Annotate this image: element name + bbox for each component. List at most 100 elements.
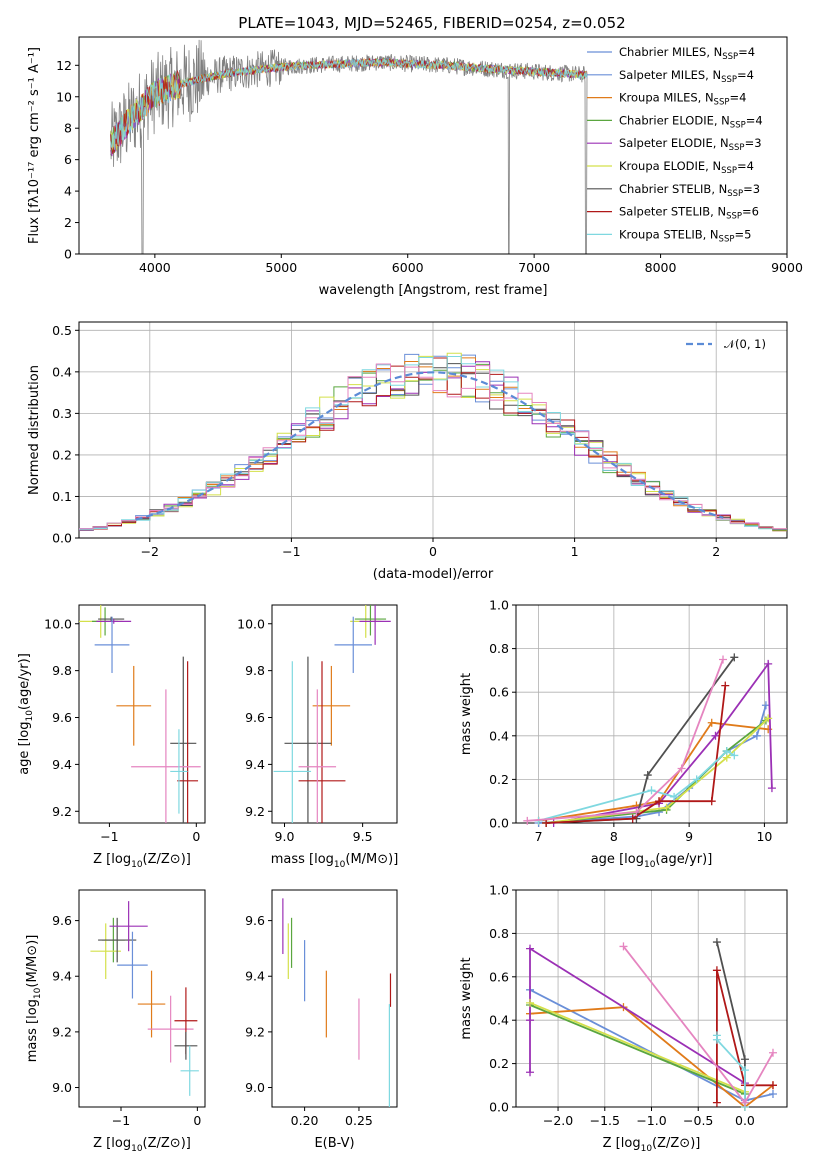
x-axis-label: age [log10(age/yr)] (591, 852, 713, 870)
y-tick-label: 12 (56, 58, 72, 73)
histogram-step-line (79, 356, 787, 531)
legend-entry: Chabrier MILES, NSSP=4 (619, 45, 755, 62)
weight-point-marker (721, 681, 730, 690)
y-tick-label: 0.6 (489, 969, 509, 984)
y-tick-label: 9.6 (52, 913, 72, 928)
histogram-step-line (79, 363, 787, 530)
y-tick-label: 0.1 (52, 489, 72, 504)
weight-series-line (529, 1004, 746, 1095)
y-tick-label: 0.4 (489, 728, 509, 743)
weight-point-marker (707, 718, 716, 727)
legend-entry: Salpeter STELIB, NSSP=6 (619, 205, 759, 222)
x-tick-label: 9.5 (353, 829, 373, 844)
x-tick-label: −0.5 (683, 1113, 713, 1128)
weight-series-line (546, 656, 736, 824)
weight-point-marker (670, 792, 679, 801)
y-tick-label: 9.8 (52, 663, 72, 678)
x-tick-label: 10 (756, 829, 772, 844)
y-axis-label: Normed distribution (27, 365, 42, 495)
weight-point-marker (619, 942, 628, 951)
weight-point-marker (662, 803, 671, 812)
y-tick-label: 0.6 (489, 685, 509, 700)
x-tick-label: 0.20 (291, 1113, 319, 1128)
weight-vs-age-panel: 7 8 9 10 0.0 0.2 0.4 0.6 0.8 1.0 age [log10(age/yr… (459, 598, 788, 870)
spectrum-panel: 4000 5000 6000 7000 8000 9000 0 2 4 6 8 10 12 wavelen… (27, 36, 803, 298)
y-tick-label: 0.8 (489, 641, 509, 656)
y-tick-label: 0.0 (489, 816, 509, 831)
x-tick-label: 9.0 (275, 829, 295, 844)
x-tick-label: 0 (192, 829, 200, 844)
weight-point-marker (628, 814, 637, 823)
y-tick-label: 9.6 (52, 710, 72, 725)
weight-point-marker (647, 786, 656, 795)
age-vs-metallicity-panel: −1 0 9.2 9.4 9.6 9.8 10.0 Z [log10(Z/Z⊙)] age [l… (17, 604, 206, 870)
x-axis-label: Z [log10(Z/Z⊙)] (603, 1136, 701, 1154)
y-tick-label: 9.6 (245, 710, 265, 725)
x-axis-label: Z [log10(Z/Z⊙)] (93, 852, 191, 870)
legend-entry: 𝒩(0, 1) (724, 337, 766, 351)
axes-frame (78, 604, 206, 824)
y-tick-label: 6 (64, 152, 72, 167)
x-tick-label: −1.5 (590, 1113, 620, 1128)
y-tick-label: 10.0 (44, 616, 72, 631)
weight-point-marker (740, 1098, 749, 1107)
weight-point-marker (764, 659, 773, 668)
legend-entry: Salpeter MILES, NSSP=4 (619, 68, 754, 85)
y-axis-label: Flux [fλ10⁻¹⁷ erg cm⁻² s⁻¹ A⁻¹] (27, 47, 42, 244)
weight-series-line (553, 661, 773, 824)
y-axis-label: mass weight (459, 673, 474, 755)
x-tick-label: 2 (712, 544, 720, 559)
weight-series-line (538, 721, 769, 822)
weight-point-marker (740, 1066, 749, 1075)
axes-frame (515, 604, 788, 824)
y-tick-label: 9.6 (245, 913, 265, 928)
weight-point-marker (526, 1068, 535, 1077)
x-axis-label: E(B-V) (314, 1136, 354, 1151)
x-tick-label: 1 (571, 544, 579, 559)
weight-point-marker (711, 731, 720, 740)
weight-point-marker (712, 1098, 721, 1107)
weight-point-marker (692, 775, 701, 784)
weight-point-marker (768, 1089, 777, 1098)
y-axis-label: mass [log10(M/M⊙)] (25, 935, 43, 1063)
weight-point-marker (740, 1055, 749, 1064)
weight-series-line (716, 941, 746, 1103)
weight-point-marker (632, 808, 641, 817)
legend-entry: Chabrier ELODIE, NSSP=4 (619, 113, 763, 130)
y-tick-label: 9.8 (245, 663, 265, 678)
x-tick-label: 6000 (392, 260, 424, 275)
mass-vs-ebv-panel: 0.20 0.25 9.0 9.2 9.4 9.6 E(B-V) (245, 889, 398, 1151)
y-tick-label: 9.4 (52, 969, 72, 984)
model-spectrum-line (110, 58, 587, 151)
x-tick-label: 0.25 (345, 1113, 373, 1128)
x-tick-label: −2 (141, 544, 159, 559)
weight-series-line (529, 1001, 746, 1093)
x-tick-label: −1 (112, 1113, 130, 1128)
legend-entry: Salpeter ELODIE, NSSP=3 (619, 136, 762, 153)
weight-point-marker (764, 714, 773, 723)
y-tick-label: 9.2 (52, 1024, 72, 1039)
x-tick-label: −1 (100, 829, 118, 844)
x-tick-label: 5000 (265, 260, 297, 275)
y-tick-label: 1.0 (489, 598, 509, 613)
y-tick-label: 0.0 (489, 1100, 509, 1115)
x-axis-label: (data-model)/error (373, 567, 494, 582)
spectrum-lines (110, 39, 588, 254)
legend-entry: Kroupa STELIB, NSSP=5 (619, 227, 751, 244)
x-tick-label: 7000 (518, 260, 550, 275)
x-axis-label: mass [log10(M/M⊙)] (271, 852, 399, 870)
y-tick-label: 0 (64, 247, 72, 262)
axes-frame (78, 36, 788, 255)
y-tick-label: 8 (64, 121, 72, 136)
y-axis-label: age [log10(age/yr)] (17, 653, 35, 775)
y-tick-label: 9.4 (52, 757, 72, 772)
y-tick-label: 0.8 (489, 926, 509, 941)
y-tick-label: 0.2 (52, 447, 72, 462)
weight-point-marker (730, 653, 739, 662)
y-tick-label: 9.0 (52, 1080, 72, 1095)
x-tick-label: 9000 (771, 260, 803, 275)
axes-frame (271, 604, 398, 824)
weight-point-marker (542, 819, 551, 827)
y-tick-label: 4 (64, 184, 72, 199)
x-tick-label: 0 (193, 1113, 201, 1128)
